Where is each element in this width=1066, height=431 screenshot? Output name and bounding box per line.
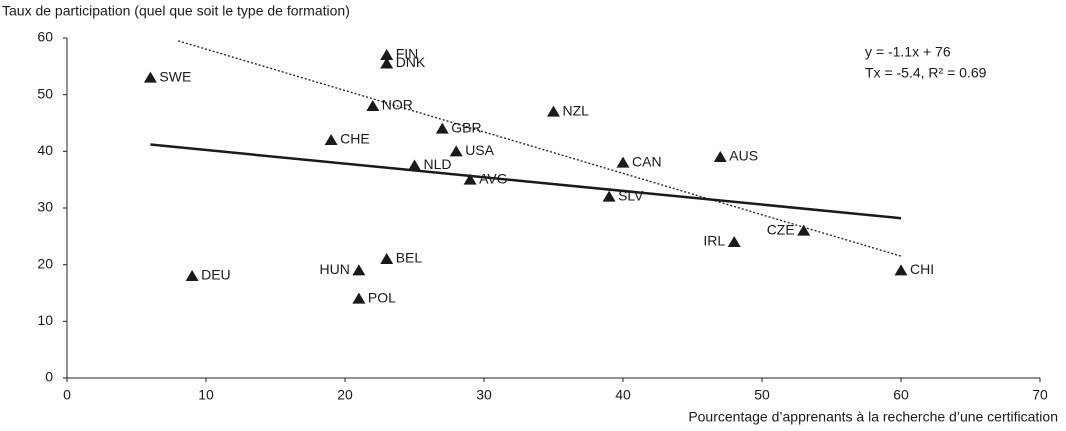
point [547, 105, 560, 117]
x-axis-label: Pourcentage d’apprenants à la recherche … [688, 409, 1058, 425]
point-label: HUN [320, 261, 350, 277]
point [449, 145, 463, 157]
trend-line [178, 40, 902, 257]
point-label: NOR [382, 97, 413, 113]
point [352, 264, 366, 276]
point-label: AVG [479, 170, 508, 186]
point [143, 71, 157, 83]
point-label: SLV [618, 187, 644, 203]
point [894, 264, 908, 276]
y-tick-label: 40 [37, 142, 53, 158]
y-axis-label: Taux de participation (quel que soit le … [2, 3, 350, 19]
point [616, 156, 630, 168]
x-tick-label: 60 [893, 387, 909, 403]
point-label: CHE [340, 131, 370, 147]
point [352, 292, 366, 304]
x-tick-label: 70 [1032, 387, 1048, 403]
point-label: SWE [159, 68, 191, 84]
point-label: USA [465, 142, 494, 158]
x-tick-label: 10 [198, 387, 214, 403]
point [380, 253, 394, 264]
point [463, 173, 477, 185]
point [324, 134, 338, 145]
trend-line [150, 143, 902, 220]
point [380, 49, 394, 60]
point-label: CHI [910, 261, 934, 277]
x-tick-label: 0 [63, 387, 71, 403]
point-label: NLD [424, 156, 452, 172]
point-label: BEL [396, 250, 423, 266]
x-tick-label: 20 [337, 387, 353, 403]
point-label: NZL [563, 102, 590, 118]
point-label: DNK [396, 54, 426, 70]
point [380, 57, 394, 69]
point-label: DEU [201, 267, 231, 283]
point [366, 100, 380, 111]
y-tick-label: 50 [37, 85, 53, 101]
point [797, 224, 811, 236]
point [435, 122, 449, 134]
y-tick-label: 0 [45, 369, 53, 385]
annotation: Tx = -5.4, R² = 0.69 [865, 65, 987, 81]
point-label: CAN [632, 153, 662, 169]
x-tick-label: 40 [615, 387, 631, 403]
point [727, 236, 741, 247]
point-label: POL [368, 289, 396, 305]
x-tick-label: 50 [754, 387, 770, 403]
point [408, 159, 421, 171]
x-tick-label: 30 [476, 387, 492, 403]
y-tick-label: 60 [37, 29, 53, 45]
point-label: AUS [729, 148, 758, 164]
y-tick-label: 20 [37, 255, 53, 271]
point-label: GBR [451, 119, 481, 135]
point [602, 190, 616, 202]
point-label: IRL [703, 233, 725, 249]
point-label: FIN [396, 46, 419, 62]
point-label: CZE [767, 221, 795, 237]
annotation: y = -1.1x + 76 [865, 44, 951, 60]
y-tick-label: 10 [37, 312, 53, 328]
point [713, 151, 727, 162]
point [185, 270, 199, 281]
y-tick-label: 30 [37, 199, 53, 215]
